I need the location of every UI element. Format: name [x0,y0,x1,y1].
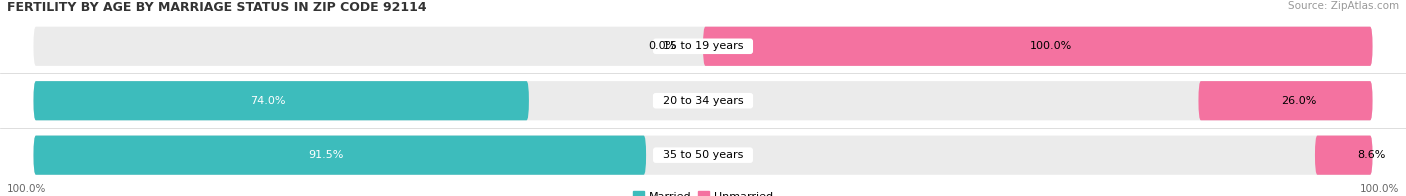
FancyBboxPatch shape [34,81,1372,120]
FancyBboxPatch shape [34,81,529,120]
FancyBboxPatch shape [703,27,1372,66]
Legend: Married, Unmarried: Married, Unmarried [628,187,778,196]
Text: 26.0%: 26.0% [1281,96,1316,106]
Text: 20 to 34 years: 20 to 34 years [655,96,751,106]
Text: Source: ZipAtlas.com: Source: ZipAtlas.com [1288,1,1399,11]
FancyBboxPatch shape [34,136,1372,175]
Text: 100.0%: 100.0% [1360,184,1399,194]
Text: 8.6%: 8.6% [1357,150,1385,160]
FancyBboxPatch shape [1315,136,1372,175]
Text: 100.0%: 100.0% [7,184,46,194]
Text: 91.5%: 91.5% [309,150,344,160]
FancyBboxPatch shape [1198,81,1372,120]
Text: 0.0%: 0.0% [648,41,676,51]
Text: FERTILITY BY AGE BY MARRIAGE STATUS IN ZIP CODE 92114: FERTILITY BY AGE BY MARRIAGE STATUS IN Z… [7,1,426,14]
Text: 100.0%: 100.0% [1031,41,1073,51]
Text: 74.0%: 74.0% [250,96,285,106]
FancyBboxPatch shape [34,27,1372,66]
FancyBboxPatch shape [34,136,647,175]
Text: 35 to 50 years: 35 to 50 years [655,150,751,160]
Text: 15 to 19 years: 15 to 19 years [655,41,751,51]
